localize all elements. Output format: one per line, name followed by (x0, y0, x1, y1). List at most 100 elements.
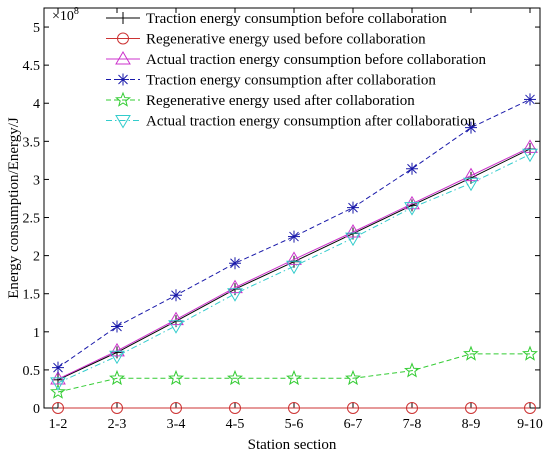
series-4 (52, 93, 536, 374)
data-point (463, 177, 479, 192)
legend-marker (117, 32, 129, 45)
data-point (404, 362, 420, 378)
y-multiplier: ×108 (52, 6, 79, 24)
y-tick-label: 0.5 (23, 364, 41, 379)
y-tick-label: 4.5 (23, 59, 41, 74)
marker-stroke (230, 258, 240, 269)
data-point (463, 345, 479, 361)
x-tick-label: 8-9 (462, 417, 481, 432)
marker-stroke (109, 369, 125, 386)
marker-stroke (525, 94, 535, 105)
marker-stroke (289, 231, 299, 242)
marker-stroke (111, 402, 123, 414)
series-layer (50, 93, 538, 414)
legend-marker (117, 73, 129, 86)
data-point (522, 345, 538, 361)
data-point (109, 350, 125, 365)
y-tick-label: 2 (33, 250, 40, 265)
data-point (286, 260, 302, 275)
data-point (406, 162, 418, 175)
data-point (522, 139, 538, 153)
series-line (57, 146, 531, 380)
data-point (463, 167, 479, 182)
marker-stroke (286, 369, 302, 386)
data-point (465, 402, 477, 414)
y-tick-label: 4 (33, 97, 40, 112)
y-tick-label: 3.5 (23, 135, 41, 150)
data-point (227, 288, 243, 302)
marker-stroke (345, 232, 361, 247)
marker-stroke (118, 74, 128, 85)
marker-stroke (288, 402, 300, 414)
data-point (465, 121, 477, 134)
legend-item: Actual traction energy consumption befor… (106, 51, 487, 68)
legend: Traction energy consumption before colla… (106, 11, 487, 130)
legend-item: Traction energy consumption before colla… (106, 11, 447, 27)
data-point (288, 402, 300, 414)
x-tick-label: 9-10 (517, 417, 543, 432)
data-point (52, 361, 64, 374)
data-point (111, 402, 123, 414)
marker-stroke (522, 148, 538, 163)
legend-marker (117, 12, 129, 24)
legend-item: Regenerative energy used after collabora… (106, 91, 415, 109)
data-point (50, 377, 66, 391)
y-axis-label: Energy consumption/Energy/J (6, 117, 22, 299)
y-axis: 0 0.5 1 1.5 2 2.5 3 3.5 4 4.5 5 (23, 21, 540, 417)
y-tick-label: 5 (33, 21, 40, 36)
data-point (111, 320, 123, 333)
data-point (229, 402, 241, 414)
data-point (286, 369, 302, 386)
series-6 (50, 148, 538, 391)
marker-stroke (522, 139, 538, 153)
marker-stroke (463, 177, 479, 192)
data-point (286, 251, 302, 265)
y-tick-label: 1.5 (23, 288, 41, 303)
legend-item: Traction energy consumption after collab… (106, 73, 436, 89)
marker-stroke (117, 32, 129, 45)
marker-stroke (347, 402, 359, 414)
data-point (168, 311, 184, 326)
marker-stroke (109, 342, 125, 357)
data-point (50, 383, 66, 399)
marker-stroke (463, 345, 479, 361)
x-axis: 1-2 2-3 3-4 4-5 5-6 6-7 7-8 8-9 9-10 (49, 8, 543, 432)
legend-label: Actual traction energy consumption after… (146, 114, 476, 130)
data-point (345, 369, 361, 386)
marker-stroke (227, 279, 243, 294)
x-tick-label: 6-7 (344, 417, 363, 432)
legend-label: Traction energy consumption after collab… (146, 73, 436, 89)
plot-frame (43, 7, 541, 409)
marker-stroke (171, 290, 181, 301)
series-5 (50, 345, 538, 399)
y-tick-label: 1 (33, 326, 40, 341)
data-point (109, 369, 125, 386)
data-point (170, 289, 182, 302)
marker-stroke (52, 402, 64, 414)
legend-marker (115, 91, 131, 107)
marker-stroke (524, 402, 536, 414)
marker-stroke (463, 167, 479, 182)
marker-stroke (53, 362, 63, 373)
x-tick-label: 4-5 (226, 417, 245, 432)
data-point (347, 402, 359, 414)
data-point (227, 279, 243, 294)
marker-stroke (229, 402, 241, 414)
data-point (406, 402, 418, 414)
series-line (57, 353, 530, 393)
x-tick-label: 2-3 (108, 417, 127, 432)
legend-label: Traction energy consumption before colla… (146, 11, 447, 27)
x-axis-label: Station section (248, 437, 337, 453)
marker-stroke (345, 369, 361, 386)
marker-stroke (50, 383, 66, 399)
data-point (522, 148, 538, 163)
y-tick-label: 2.5 (23, 212, 41, 227)
marker-stroke (286, 260, 302, 275)
legend-item: Actual traction energy consumption after… (106, 114, 476, 130)
marker-stroke (465, 402, 477, 414)
marker-stroke (404, 202, 420, 216)
marker-stroke (406, 402, 418, 414)
legend-marker (115, 51, 131, 65)
marker-stroke (227, 288, 243, 302)
